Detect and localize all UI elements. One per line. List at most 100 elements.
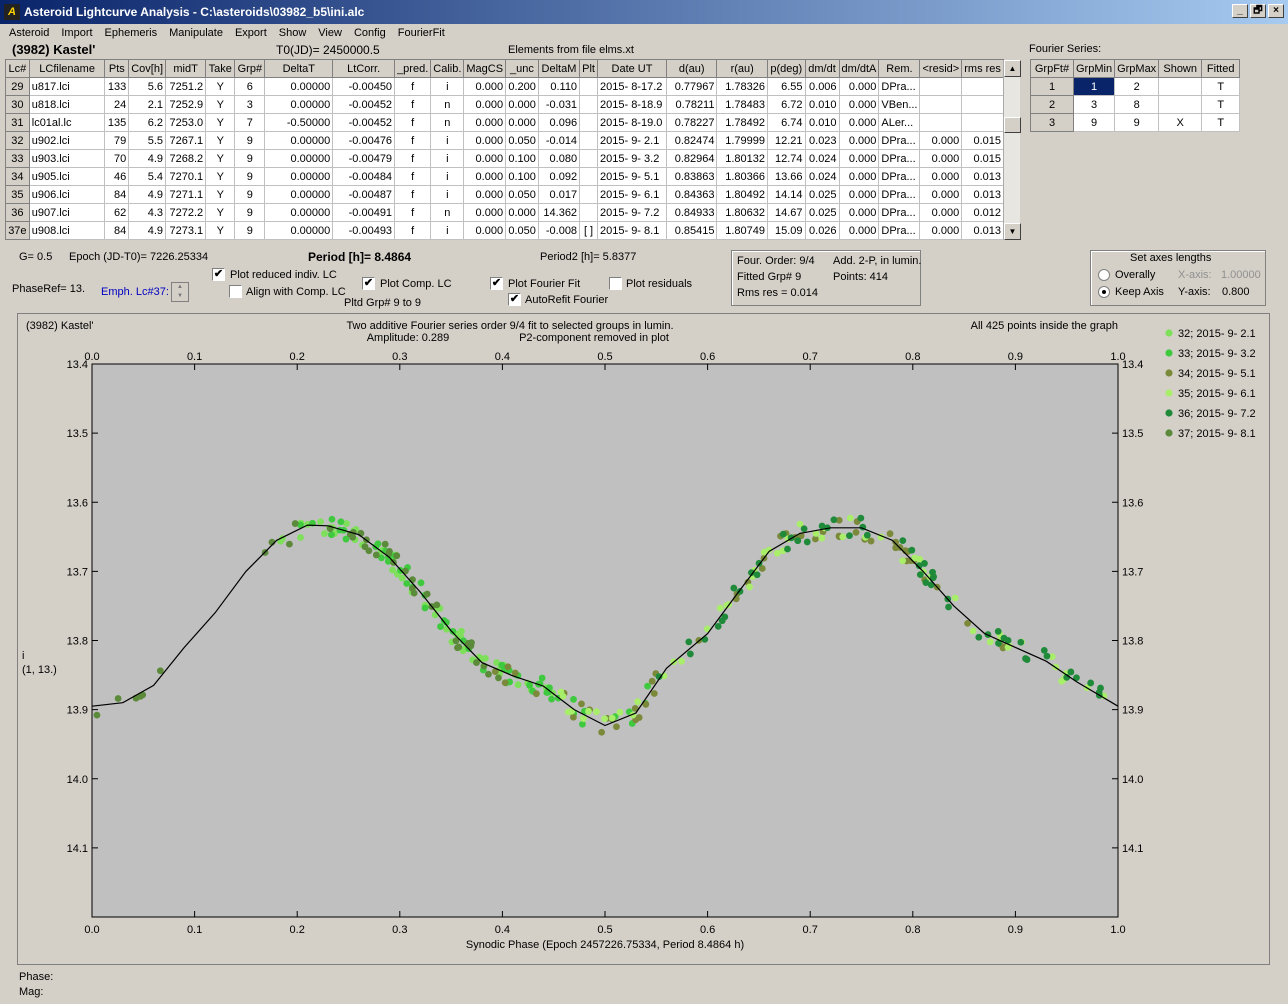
table-cell[interactable]: 0.010 — [804, 113, 840, 132]
table-cell[interactable]: n — [430, 203, 465, 222]
table-cell[interactable]: Y — [205, 77, 236, 96]
table-cell[interactable]: Y — [205, 185, 236, 204]
table-cell[interactable]: -0.00491 — [332, 203, 396, 222]
table-cell[interactable] — [919, 113, 963, 132]
table-cell[interactable]: 32 — [5, 131, 30, 150]
table-cell[interactable]: 0.000 — [505, 113, 539, 132]
table-cell[interactable]: 0.000 — [919, 149, 963, 168]
table-cell[interactable]: 62 — [104, 203, 130, 222]
table-cell[interactable]: 7270.1 — [165, 167, 207, 186]
table-cell[interactable]: -0.031 — [537, 95, 581, 114]
table-row[interactable]: 31 lc01al.lc 135 6.2 7253.0 Y 7 -0.50000 -0.0045… — [5, 113, 1004, 132]
fourier-cell[interactable]: 9 — [1114, 113, 1160, 132]
table-cell[interactable]: 7272.2 — [165, 203, 207, 222]
table-cell[interactable]: 1.78326 — [716, 77, 768, 96]
table-cell[interactable]: 0.78227 — [665, 113, 718, 132]
table-cell[interactable] — [919, 77, 963, 96]
table-cell[interactable]: 0.000 — [919, 131, 963, 150]
table-cell[interactable]: 1.80132 — [716, 149, 768, 168]
table-cell[interactable]: 0.200 — [505, 77, 539, 96]
column-header[interactable]: Grp# — [234, 59, 266, 78]
table-cell[interactable]: 0.000 — [463, 131, 507, 150]
table-cell[interactable]: 0.110 — [537, 77, 581, 96]
table-row[interactable]: 36 u907.lci 62 4.3 7272.2 Y 9 0.00000 -0.00491 f n… — [5, 203, 1004, 222]
table-cell[interactable]: 0.000 — [838, 131, 880, 150]
table-cell[interactable]: 0.000 — [505, 203, 539, 222]
column-header[interactable]: Plt — [579, 59, 598, 78]
table-cell[interactable]: 0.83863 — [665, 167, 718, 186]
fourier-cell[interactable] — [1158, 95, 1203, 114]
table-cell[interactable]: 9 — [234, 221, 266, 240]
column-header[interactable]: <resid> — [919, 59, 963, 78]
fourier-cell[interactable]: 2 — [1030, 95, 1074, 114]
table-cell[interactable]: 2.1 — [128, 95, 167, 114]
table-cell[interactable]: DPra... — [878, 221, 921, 240]
table-cell[interactable]: 0.013 — [961, 167, 1004, 186]
table-cell[interactable]: 3 — [234, 95, 266, 114]
column-header[interactable]: Take — [205, 59, 236, 78]
fourier-cell[interactable] — [1158, 77, 1203, 96]
fourier-cell[interactable]: 3 — [1072, 95, 1116, 114]
table-cell[interactable]: 133 — [104, 77, 130, 96]
table-cell[interactable]: 0.00000 — [264, 95, 334, 114]
table-cell[interactable]: Y — [205, 131, 236, 150]
table-cell[interactable]: 2015- 9- 7.2 — [597, 203, 667, 222]
fourier-column-header[interactable]: GrpFt# — [1030, 59, 1074, 78]
menu-export[interactable]: Export — [234, 26, 267, 39]
table-cell[interactable]: Y — [205, 167, 236, 186]
table-cell[interactable]: 7 — [234, 113, 266, 132]
menu-ephemeris[interactable]: Ephemeris — [104, 26, 158, 39]
plot-comp-checkbox[interactable]: ✔ — [362, 277, 375, 290]
menu-show[interactable]: Show — [278, 26, 307, 39]
table-cell[interactable] — [579, 203, 598, 222]
lightcurve-chart[interactable]: 0.0 0.0 0.1 0.1 0.2 0.2 0.3 0.3 0.4 0.4 0.5 0.5 0.6 0… — [18, 314, 1271, 966]
table-cell[interactable]: -0.00452 — [332, 113, 396, 132]
table-cell[interactable]: VBen... — [878, 95, 921, 114]
table-cell[interactable]: 0.77967 — [665, 77, 718, 96]
table-row[interactable]: 32 u902.lci 79 5.5 7267.1 Y 9 0.00000 -0.00476 f i… — [5, 131, 1004, 150]
table-cell[interactable]: 5.5 — [128, 131, 167, 150]
table-cell[interactable]: 1.78483 — [716, 95, 768, 114]
table-cell[interactable]: 5.4 — [128, 167, 167, 186]
lightcurve-plot-panel[interactable]: 0.0 0.0 0.1 0.1 0.2 0.2 0.3 0.3 0.4 0.4 0.5 0.5 0.6 0… — [17, 313, 1270, 965]
table-cell[interactable]: u908.lci — [28, 221, 106, 240]
close-button[interactable]: × — [1268, 4, 1284, 18]
table-cell[interactable] — [961, 113, 1004, 132]
table-cell[interactable]: 0.000 — [838, 149, 880, 168]
table-cell[interactable]: u903.lci — [28, 149, 106, 168]
column-header[interactable]: rms res — [961, 59, 1004, 78]
table-cell[interactable]: -0.00450 — [332, 77, 396, 96]
fourier-column-header[interactable]: GrpMin — [1072, 59, 1116, 78]
table-cell[interactable]: 6.55 — [766, 77, 806, 96]
column-header[interactable]: _pred. — [394, 59, 432, 78]
column-header[interactable]: MagCS — [463, 59, 507, 78]
table-cell[interactable]: 9 — [234, 131, 266, 150]
table-cell[interactable]: 13.66 — [766, 167, 806, 186]
table-cell[interactable]: 0.080 — [537, 149, 581, 168]
table-cell[interactable]: 0.050 — [505, 221, 539, 240]
table-cell[interactable]: 0.000 — [838, 221, 880, 240]
scroll-down-icon[interactable]: ▼ — [1004, 223, 1021, 240]
table-cell[interactable]: -0.014 — [537, 131, 581, 150]
table-cell[interactable]: 0.100 — [505, 149, 539, 168]
table-cell[interactable]: u902.lci — [28, 131, 106, 150]
table-cell[interactable]: 0.000 — [838, 77, 880, 96]
table-cell[interactable]: 0.024 — [804, 167, 840, 186]
scroll-thumb[interactable] — [1004, 117, 1021, 133]
table-cell[interactable]: 0.000 — [463, 221, 507, 240]
table-cell[interactable]: 2015- 8-17.2 — [597, 77, 667, 96]
column-header[interactable]: DeltaT — [264, 59, 334, 78]
table-cell[interactable]: 0.000 — [838, 113, 880, 132]
minimize-button[interactable]: _ — [1232, 4, 1248, 18]
table-cell[interactable]: 46 — [104, 167, 130, 186]
table-cell[interactable]: -0.00479 — [332, 149, 396, 168]
table-cell[interactable]: i — [430, 185, 465, 204]
table-row[interactable]: 37e u908.lci 84 4.9 7273.1 Y 9 0.00000 -0.00493 f… — [5, 221, 1004, 240]
table-cell[interactable]: 7273.1 — [165, 221, 207, 240]
column-header[interactable]: r(au) — [716, 59, 768, 78]
table-cell[interactable]: 7268.2 — [165, 149, 207, 168]
table-cell[interactable]: 70 — [104, 149, 130, 168]
scroll-up-icon[interactable]: ▲ — [1004, 60, 1021, 77]
menu-fourierfit[interactable]: FourierFit — [397, 26, 445, 39]
